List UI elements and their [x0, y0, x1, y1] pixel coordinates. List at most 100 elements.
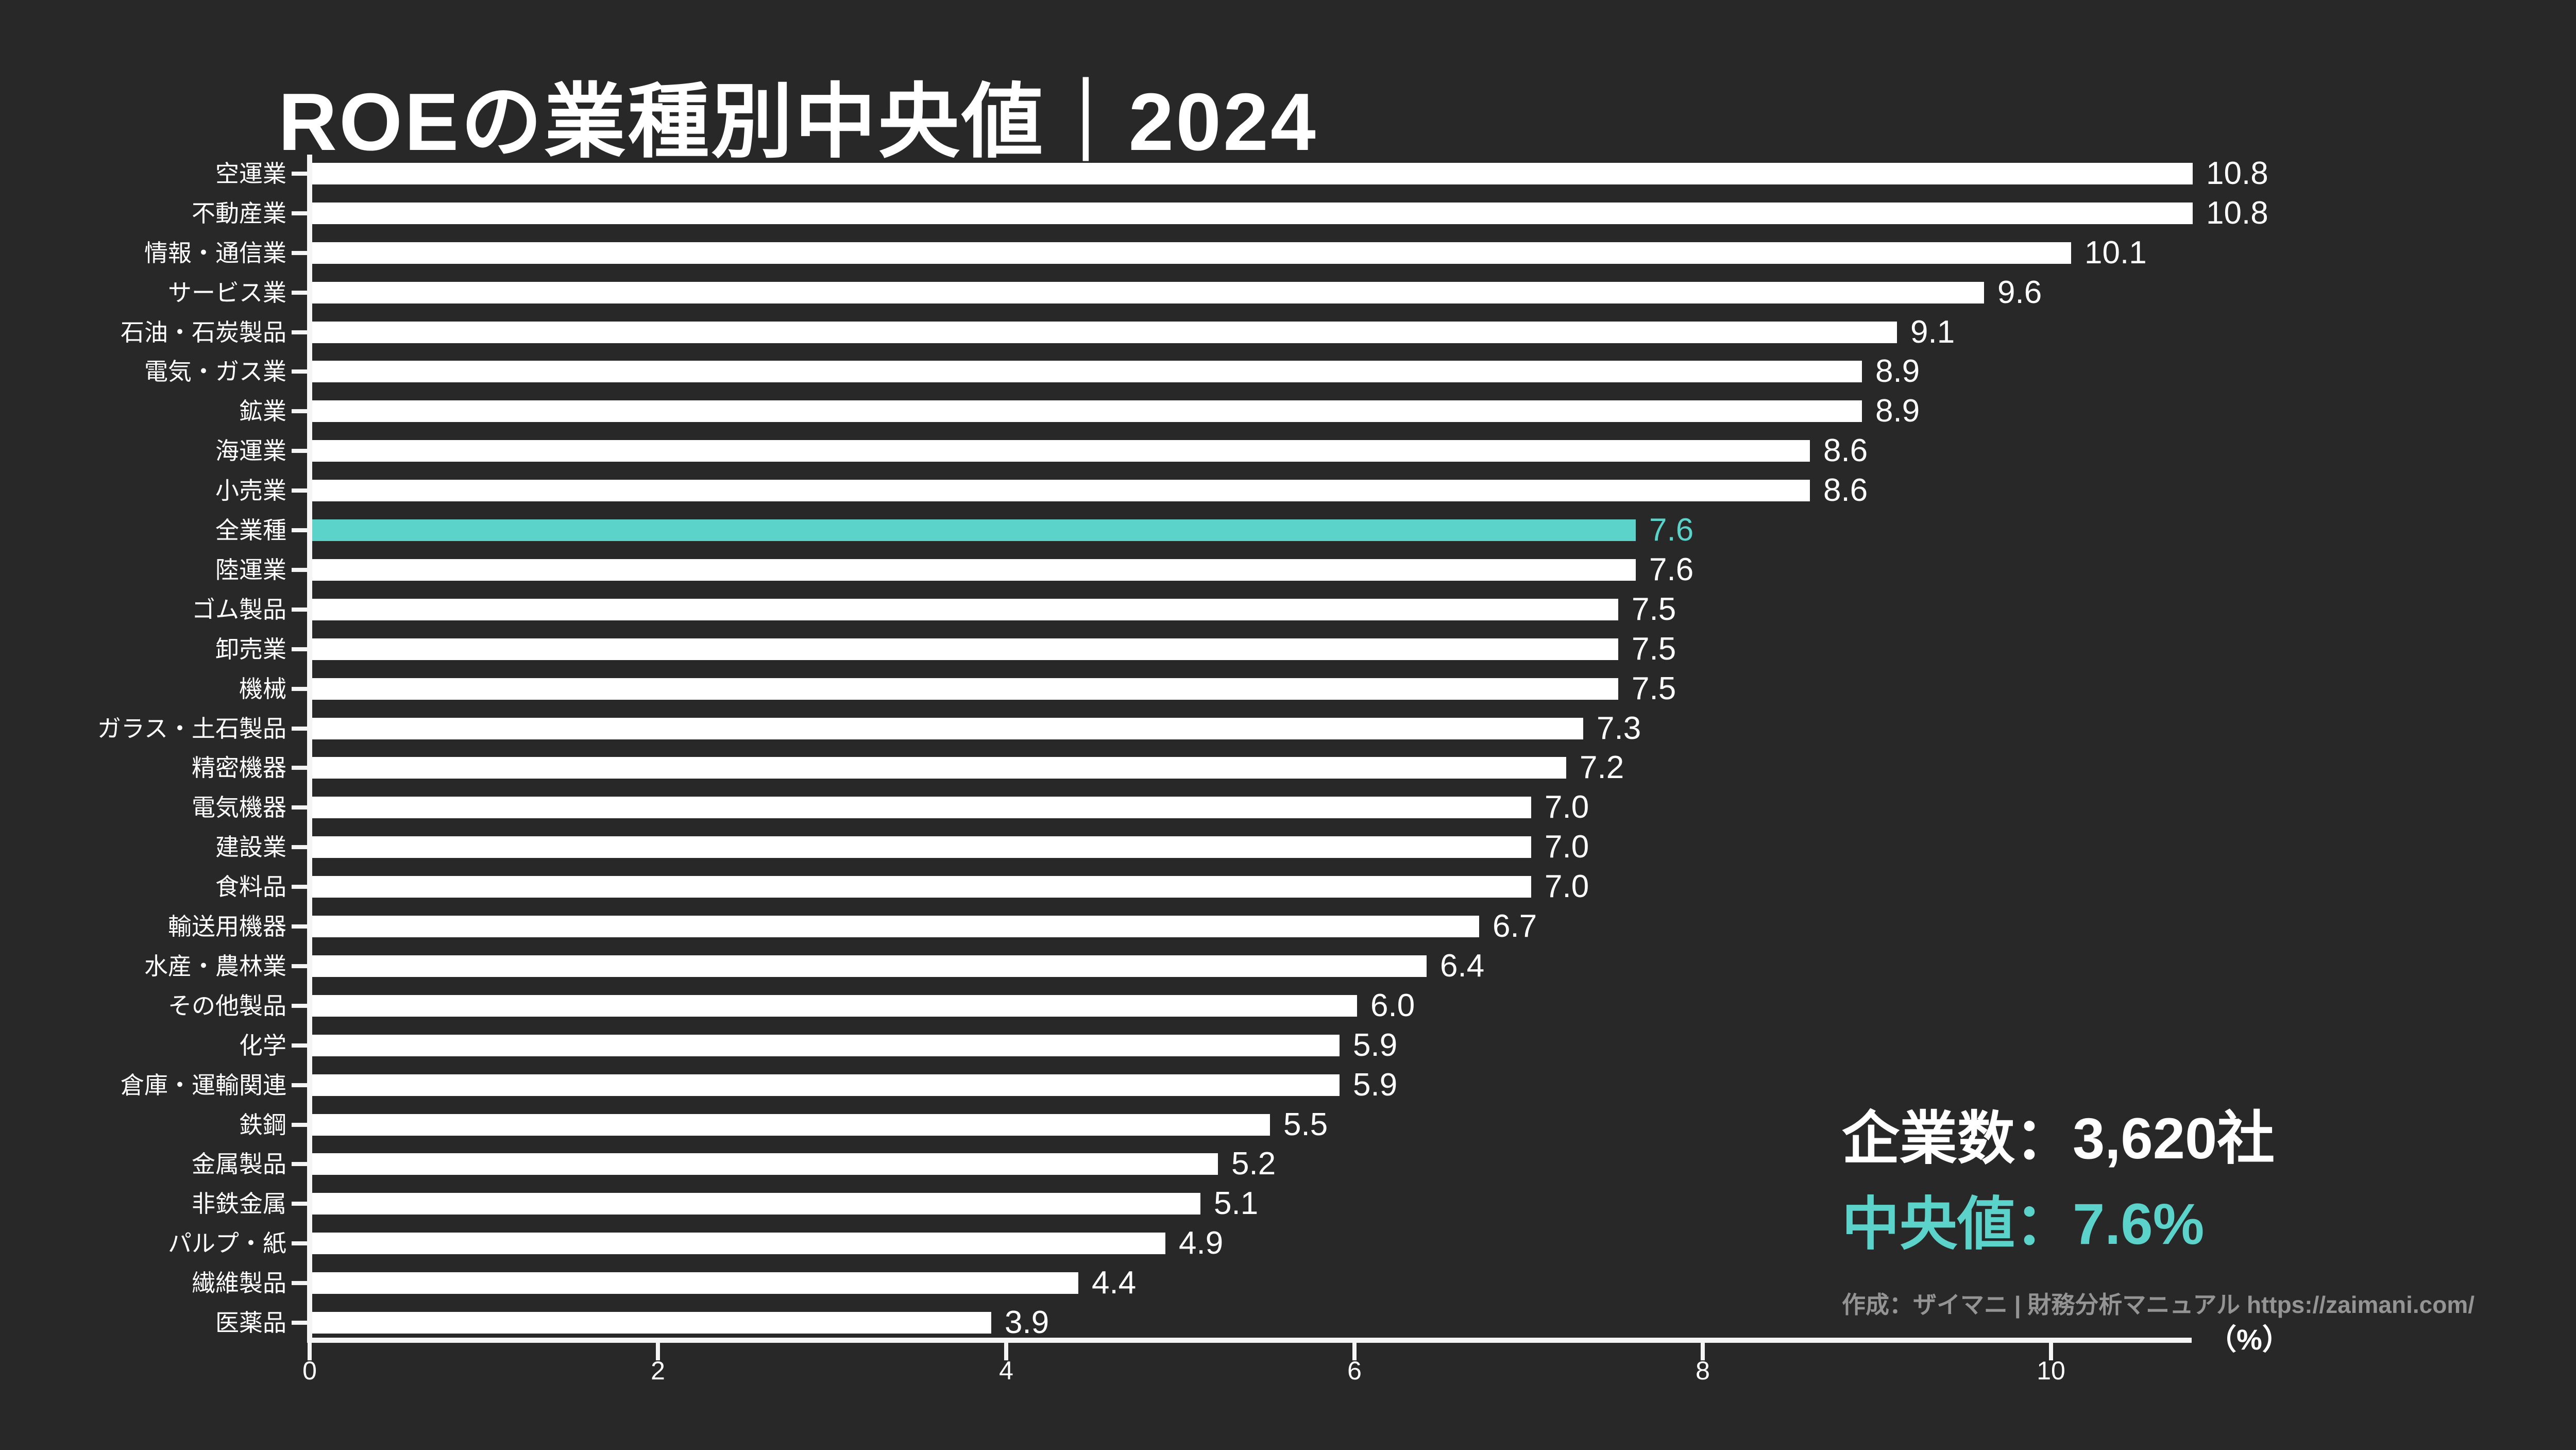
value-label: 7.6 [1649, 551, 1694, 587]
bar [312, 480, 1810, 502]
x-tick-label: 8 [1696, 1356, 1710, 1385]
y-axis-tick [292, 330, 308, 334]
x-axis-tick [1004, 1343, 1008, 1360]
y-axis-tick [292, 1122, 308, 1127]
bar [312, 876, 1531, 898]
y-axis-tick [292, 924, 308, 929]
category-label: 建設業 [215, 834, 286, 861]
value-label: 9.6 [1997, 274, 2042, 310]
category-label: 化学 [239, 1032, 286, 1059]
x-axis-tick [1701, 1343, 1705, 1360]
category-label: ゴム製品 [192, 596, 286, 623]
bar [312, 440, 1810, 462]
y-axis-tick [292, 1083, 308, 1087]
y-axis-tick [292, 885, 308, 889]
value-label: 7.0 [1545, 829, 1589, 865]
x-axis-tick [656, 1343, 660, 1360]
y-axis-tick [292, 409, 308, 414]
y-axis-tick [292, 369, 308, 374]
category-label: 鉄鋼 [239, 1111, 286, 1138]
value-label: 5.2 [1231, 1146, 1276, 1182]
category-label: 石油・石炭製品 [121, 318, 286, 346]
y-axis-tick [292, 528, 308, 533]
value-label: 6.7 [1493, 908, 1537, 945]
value-label: 7.5 [1632, 670, 1676, 706]
bar [312, 757, 1566, 779]
x-tick-label: 6 [1347, 1356, 1362, 1385]
companies-count: 企業数：3,620社 [1842, 1106, 2275, 1171]
category-label: 非鉄金属 [192, 1190, 286, 1218]
value-label: 7.2 [1580, 750, 1624, 786]
value-label: 5.1 [1214, 1186, 1259, 1222]
bar [312, 1312, 991, 1334]
y-axis-tick [292, 964, 308, 968]
stats-block: 企業数：3,620社 中央値：7.6% 作成：ザイマニ | 財務分析マニュアル … [1842, 1108, 2475, 1320]
category-label: 海運業 [215, 437, 286, 465]
x-axis-line [307, 1338, 2192, 1343]
bar [312, 955, 1427, 977]
y-axis-tick [292, 1281, 308, 1286]
y-axis-tick [292, 647, 308, 651]
value-label: 10.8 [2206, 195, 2268, 231]
value-label: 5.9 [1353, 1027, 1398, 1063]
bar [312, 1193, 1200, 1215]
y-axis-tick [292, 488, 308, 493]
attribution: 作成：ザイマニ | 財務分析マニュアル https://zaimani.com/ [1842, 1291, 2475, 1318]
y-axis-tick [292, 449, 308, 453]
category-label: その他製品 [168, 992, 286, 1019]
bar [312, 717, 1583, 739]
bar [312, 559, 1636, 581]
value-label: 8.6 [1823, 473, 1868, 509]
bar [312, 836, 1531, 858]
bar [312, 1272, 1078, 1294]
value-label: 7.5 [1632, 631, 1676, 667]
value-label: 3.9 [1005, 1305, 1049, 1340]
y-axis-line [307, 155, 312, 1343]
bar [312, 1034, 1340, 1056]
bar [312, 598, 1618, 620]
category-label: 鉱業 [239, 398, 286, 425]
bar [312, 1114, 1270, 1136]
bar [312, 1233, 1165, 1255]
y-axis-tick [292, 845, 308, 850]
value-label: 7.6 [1649, 512, 1694, 548]
bar [312, 797, 1531, 819]
category-label: 全業種 [215, 517, 286, 544]
value-label: 5.9 [1353, 1067, 1398, 1103]
y-axis-tick [292, 567, 308, 572]
category-label: 金属製品 [192, 1151, 286, 1178]
bar [312, 1074, 1340, 1096]
value-label: 7.0 [1545, 789, 1589, 825]
y-axis-tick [292, 211, 308, 215]
value-label: 6.0 [1370, 987, 1415, 1023]
category-label: 倉庫・運輸関連 [121, 1071, 286, 1099]
category-label: 陸運業 [215, 556, 286, 583]
category-label: 水産・農林業 [144, 952, 286, 980]
category-label: 空運業 [215, 160, 286, 187]
x-tick-label: 0 [302, 1356, 317, 1385]
y-axis-tick [292, 1202, 308, 1206]
value-label: 7.5 [1632, 591, 1676, 627]
median-value: 中央値：7.6% [1842, 1192, 2205, 1256]
bar [312, 1153, 1218, 1175]
value-label: 4.9 [1179, 1225, 1224, 1261]
x-axis-tick [1352, 1343, 1357, 1360]
bar [312, 916, 1479, 938]
y-axis-tick [292, 726, 308, 731]
y-axis-tick [292, 1162, 308, 1167]
value-label: 10.1 [2084, 234, 2147, 271]
category-label: 卸売業 [215, 635, 286, 663]
category-label: 医薬品 [215, 1309, 286, 1336]
category-label: 精密機器 [192, 754, 286, 782]
category-label: 繊維製品 [192, 1270, 286, 1297]
y-axis-tick [292, 1321, 308, 1325]
value-label: 6.4 [1440, 948, 1485, 984]
x-axis-tick [2049, 1343, 2053, 1360]
category-label: 電気機器 [192, 794, 286, 821]
value-label: 10.8 [2206, 156, 2268, 191]
value-label: 8.9 [1875, 393, 1920, 429]
value-label: 9.1 [1910, 314, 1955, 350]
x-tick-label: 10 [2037, 1356, 2065, 1385]
value-label: 8.6 [1823, 433, 1868, 469]
bar [312, 281, 1984, 304]
